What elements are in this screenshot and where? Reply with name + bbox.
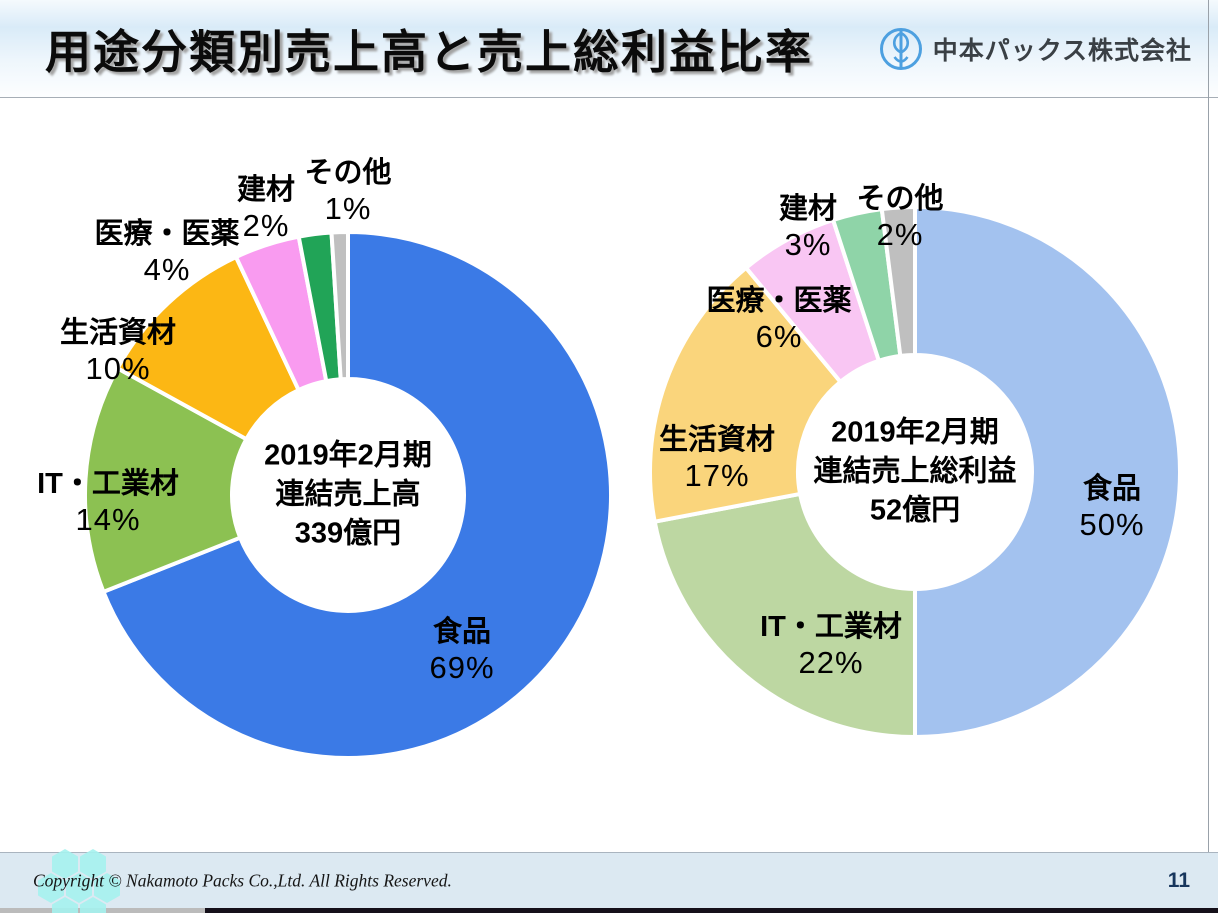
bottom-bar — [0, 908, 1218, 913]
segment-label: 食品 50% — [1079, 473, 1145, 543]
copyright-text: Copyright © Nakamoto Packs Co.,Ltd. All … — [33, 870, 452, 891]
segment-label: 建材 2% — [236, 174, 296, 244]
segment-label: 医療・医薬 6% — [706, 285, 852, 355]
segment-percentage: 3% — [784, 227, 832, 263]
segment-label: IT・工業材 14% — [37, 468, 179, 538]
hexagon-decoration-icon — [38, 849, 120, 913]
segment-label: その他 1% — [304, 157, 392, 227]
segment-label: 医療・医薬 4% — [94, 218, 240, 288]
segment-label: IT・工業材 22% — [760, 611, 902, 681]
segment-category-name: IT・工業材 — [37, 468, 179, 501]
segment-category-name: その他 — [304, 157, 392, 190]
segment-label: 生活資材 17% — [658, 424, 776, 494]
donut-segment-5 — [329, 230, 350, 382]
page-number: 11 — [1167, 869, 1190, 892]
donut-segment-1 — [652, 491, 917, 739]
segment-category-name: 食品 — [1082, 473, 1142, 506]
donut-segment-1 — [83, 366, 249, 594]
segment-label: 食品 69% — [429, 616, 495, 686]
segment-category-name: その他 — [856, 183, 944, 216]
slide-footer: Copyright © Nakamoto Packs Co.,Ltd. All … — [0, 849, 1218, 913]
segment-percentage: 4% — [143, 252, 191, 288]
company-logo-icon — [879, 27, 922, 70]
donut-center-text: 2019年2月期 連結売上総利益 52億円 — [813, 416, 1017, 527]
sales-donut-chart: 食品 69% IT・工業材 14% 生活資材 10% 医療・医薬 4% 建材 2% その他 1% 201… — [37, 140, 640, 800]
segment-percentage: 1% — [324, 191, 372, 227]
segment-percentage: 2% — [876, 217, 924, 253]
donut-segment-5 — [879, 205, 917, 358]
segment-label: 建材 3% — [778, 193, 838, 263]
segment-percentage: 6% — [755, 319, 803, 355]
segment-category-name: 建材 — [778, 193, 838, 226]
donut-segment-0 — [101, 230, 613, 760]
segment-label: その他 2% — [856, 183, 944, 253]
donut-chart-svg — [648, 205, 1182, 739]
segment-category-name: IT・工業材 — [760, 611, 902, 644]
page-title: 用途分類別売上高と売上総利益比率 — [45, 25, 813, 78]
company-logo: 中本パックス株式会社 — [878, 26, 1192, 72]
donut-segment-0 — [913, 205, 1182, 739]
segment-percentage: 17% — [684, 458, 750, 494]
company-name: 中本パックス株式会社 — [932, 36, 1192, 65]
slide-right-border — [1208, 0, 1209, 908]
donut-center-text: 2019年2月期 連結売上高 339億円 — [264, 439, 432, 550]
bottom-bar-right-segment — [205, 908, 1218, 913]
segment-percentage: 2% — [242, 208, 290, 244]
segment-category-name: 医療・医薬 — [94, 218, 240, 251]
segment-percentage: 14% — [75, 502, 141, 538]
segment-label: 生活資材 10% — [59, 317, 177, 387]
donut-segment-2 — [648, 265, 843, 524]
segment-percentage: 10% — [85, 351, 151, 387]
gross-profit-donut-chart: 食品 50% IT・工業材 22% 生活資材 17% 医療・医薬 6% 建材 3% その他 2% 201… — [630, 140, 1210, 800]
segment-percentage: 69% — [429, 650, 495, 686]
segment-percentage: 50% — [1079, 507, 1145, 543]
segment-category-name: 食品 — [432, 616, 492, 649]
segment-category-name: 生活資材 — [59, 317, 177, 350]
segment-percentage: 22% — [798, 645, 864, 681]
segment-category-name: 生活資材 — [658, 424, 776, 457]
slide-header: 用途分類別売上高と売上総利益比率 中本パックス株式会社 — [0, 0, 1218, 98]
segment-category-name: 医療・医薬 — [706, 285, 852, 318]
donut-chart-svg — [83, 230, 613, 760]
segment-category-name: 建材 — [236, 174, 296, 207]
